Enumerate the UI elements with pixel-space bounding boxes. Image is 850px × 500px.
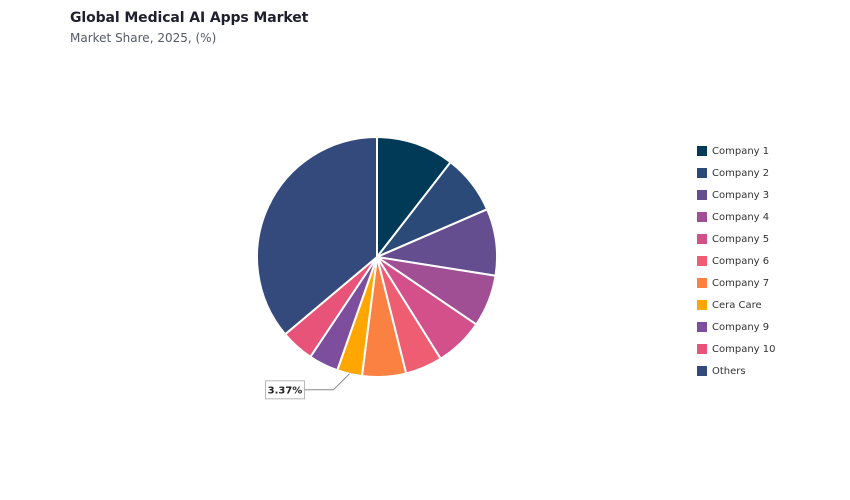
legend-item-company-6[interactable]: Company 6 bbox=[697, 250, 837, 272]
legend-swatch bbox=[697, 168, 707, 178]
legend-swatch bbox=[697, 278, 707, 288]
legend-label: Company 6 bbox=[712, 255, 770, 267]
legend-label: Company 4 bbox=[712, 211, 770, 223]
chart-title: Global Medical AI Apps Market bbox=[70, 10, 309, 26]
legend-swatch bbox=[697, 322, 707, 332]
legend-label: Company 9 bbox=[712, 321, 770, 333]
legend-label: Company 5 bbox=[712, 233, 770, 245]
legend-item-others[interactable]: Others bbox=[697, 360, 837, 382]
legend-swatch bbox=[697, 366, 707, 376]
legend-label: Company 10 bbox=[712, 343, 776, 355]
legend-swatch bbox=[697, 300, 707, 310]
legend-item-company-10[interactable]: Company 10 bbox=[697, 338, 837, 360]
legend-item-company-3[interactable]: Company 3 bbox=[697, 184, 837, 206]
legend-label: Company 2 bbox=[712, 167, 770, 179]
legend-swatch bbox=[697, 212, 707, 222]
pie-data-labels: 3.37% bbox=[264, 373, 350, 400]
legend-item-company-1[interactable]: Company 1 bbox=[697, 140, 837, 162]
legend-label: Company 7 bbox=[712, 277, 770, 289]
pie-slice-others[interactable] bbox=[256, 136, 378, 336]
legend-label: Company 1 bbox=[712, 145, 770, 157]
legend-item-company-4[interactable]: Company 4 bbox=[697, 206, 837, 228]
legend-label: Company 3 bbox=[712, 189, 770, 201]
legend-swatch bbox=[697, 256, 707, 266]
chart-subtitle: Market Share, 2025, (%) bbox=[70, 31, 217, 45]
legend-swatch bbox=[697, 146, 707, 156]
legend-label: Cera Care bbox=[712, 299, 762, 311]
chart-legend: Company 1 Company 2 Company 3 Company 4 Comp… bbox=[697, 140, 837, 382]
legend-item-company-7[interactable]: Company 7 bbox=[697, 272, 837, 294]
legend-item-cera-care[interactable]: Cera Care bbox=[697, 294, 837, 316]
pie-slice-company-1[interactable] bbox=[376, 136, 452, 258]
pie-slices bbox=[256, 136, 498, 378]
legend-item-company-5[interactable]: Company 5 bbox=[697, 228, 837, 250]
legend-swatch bbox=[697, 344, 707, 354]
legend-label: Others bbox=[712, 365, 746, 377]
legend-item-company-2[interactable]: Company 2 bbox=[697, 162, 837, 184]
legend-item-company-9[interactable]: Company 9 bbox=[697, 316, 837, 338]
data-label-text: 3.37% bbox=[268, 385, 303, 396]
data-label-box bbox=[264, 380, 305, 400]
legend-swatch bbox=[697, 190, 707, 200]
data-label-connector bbox=[304, 373, 350, 391]
legend-swatch bbox=[697, 234, 707, 244]
